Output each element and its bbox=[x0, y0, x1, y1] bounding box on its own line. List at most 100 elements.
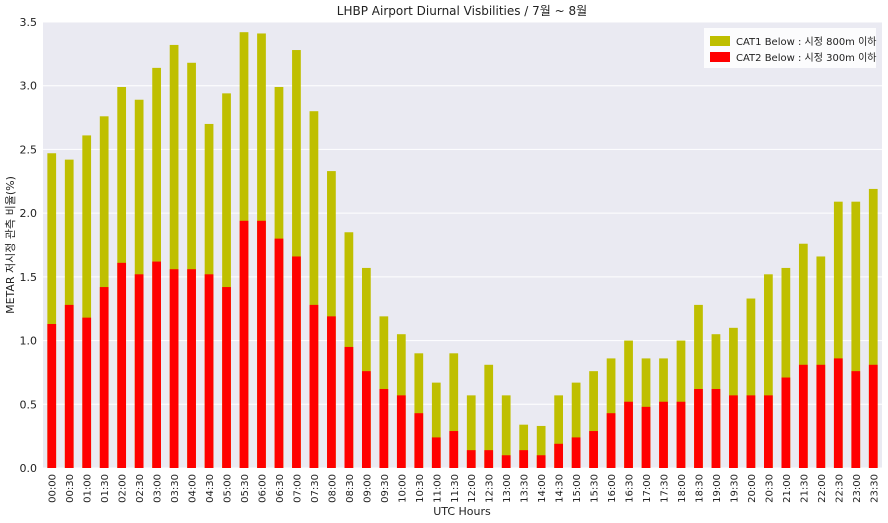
legend-swatch bbox=[710, 36, 730, 46]
bar bbox=[624, 401, 633, 468]
plot-area bbox=[43, 22, 882, 468]
bar bbox=[798, 243, 808, 468]
bar bbox=[204, 274, 214, 468]
bar bbox=[764, 274, 773, 468]
legend-label: CAT1 Below : 시정 800m 이하 bbox=[736, 35, 877, 48]
x-tick-label: 03:30 bbox=[170, 474, 181, 503]
bar bbox=[466, 395, 476, 468]
x-tick-label: 13:00 bbox=[502, 474, 513, 503]
x-tick-label: 18:30 bbox=[694, 474, 705, 503]
y-tick-label: 3.5 bbox=[20, 16, 38, 29]
x-tick-label: 14:00 bbox=[537, 474, 548, 503]
x-tick-label: 00:30 bbox=[65, 474, 76, 503]
bar bbox=[449, 353, 459, 468]
x-tick-label: 17:00 bbox=[642, 474, 653, 503]
bar bbox=[851, 371, 861, 468]
x-tick-label: 00:00 bbox=[48, 474, 59, 503]
bar bbox=[676, 401, 686, 468]
bar bbox=[361, 371, 371, 468]
x-tick-label: 01:00 bbox=[83, 474, 94, 503]
bar bbox=[833, 358, 843, 468]
x-tick-label: 15:30 bbox=[590, 474, 601, 503]
bar bbox=[868, 364, 878, 468]
x-tick-label: 13:30 bbox=[520, 474, 531, 503]
bar bbox=[519, 424, 529, 468]
bar bbox=[239, 220, 249, 468]
bar bbox=[414, 353, 424, 468]
bar bbox=[519, 450, 529, 468]
bar bbox=[134, 274, 144, 468]
x-tick-label: 10:30 bbox=[415, 474, 426, 503]
y-tick-label: 2.0 bbox=[20, 207, 38, 220]
bar bbox=[781, 267, 791, 468]
x-tick-label: 05:30 bbox=[240, 474, 251, 503]
bar bbox=[47, 324, 57, 468]
x-tick-label: 06:30 bbox=[275, 474, 286, 503]
bar bbox=[152, 261, 161, 468]
y-tick-label: 1.0 bbox=[20, 335, 38, 348]
x-tick-label: 20:30 bbox=[764, 474, 775, 503]
bar bbox=[379, 388, 389, 468]
bar bbox=[257, 220, 266, 468]
bar bbox=[816, 364, 826, 468]
bar bbox=[694, 304, 703, 468]
bar bbox=[851, 201, 861, 468]
x-tick-label: 14:30 bbox=[555, 474, 566, 503]
x-tick-label: 15:00 bbox=[572, 474, 583, 503]
bar bbox=[117, 262, 127, 468]
bar bbox=[396, 395, 406, 468]
bar bbox=[187, 269, 196, 468]
x-tick-label: 19:00 bbox=[712, 474, 723, 503]
bar bbox=[554, 395, 564, 468]
y-tick-label: 0.0 bbox=[20, 462, 38, 475]
x-tick-label: 02:30 bbox=[135, 474, 146, 503]
bar bbox=[309, 111, 319, 468]
bar bbox=[222, 287, 231, 468]
bar bbox=[187, 62, 196, 469]
bar bbox=[327, 316, 336, 468]
x-tick-label: 17:30 bbox=[660, 474, 671, 503]
bar bbox=[781, 377, 791, 468]
x-tick-label: 12:30 bbox=[485, 474, 496, 503]
bar bbox=[484, 364, 494, 468]
legend-box bbox=[704, 28, 876, 68]
bar bbox=[449, 431, 459, 468]
bar bbox=[536, 425, 546, 468]
x-tick-label: 04:00 bbox=[188, 474, 199, 503]
x-tick-label: 03:00 bbox=[153, 474, 164, 503]
bar bbox=[274, 238, 284, 468]
bar bbox=[833, 201, 843, 468]
bar bbox=[571, 437, 581, 468]
bar bbox=[816, 256, 826, 468]
x-tick-label: 08:00 bbox=[327, 474, 338, 503]
bar bbox=[868, 188, 878, 468]
x-tick-label: 21:00 bbox=[782, 474, 793, 503]
x-tick-label: 01:30 bbox=[100, 474, 111, 503]
y-axis-label: METAR 저시정 관측 비율(%) bbox=[4, 176, 17, 314]
x-tick-label: 18:00 bbox=[677, 474, 688, 503]
bar bbox=[589, 431, 598, 468]
bar bbox=[746, 395, 756, 468]
bar bbox=[169, 44, 179, 469]
y-tick-label: 1.5 bbox=[20, 271, 38, 284]
bar bbox=[344, 346, 354, 468]
x-tick-label: 09:00 bbox=[362, 474, 373, 503]
bar bbox=[414, 413, 424, 468]
x-tick-label: 10:00 bbox=[397, 474, 408, 503]
bar bbox=[798, 364, 808, 468]
bar bbox=[729, 395, 738, 468]
x-tick-label: 21:30 bbox=[799, 474, 810, 503]
bar bbox=[309, 304, 319, 468]
x-tick-label: 19:30 bbox=[729, 474, 740, 503]
bar bbox=[641, 406, 651, 468]
bar bbox=[501, 395, 511, 468]
x-tick-label: 16:00 bbox=[607, 474, 618, 503]
bar bbox=[536, 455, 546, 468]
x-tick-label: 04:30 bbox=[205, 474, 216, 503]
x-tick-label: 22:30 bbox=[834, 474, 845, 503]
bar bbox=[746, 298, 756, 468]
bar bbox=[431, 382, 441, 468]
bar bbox=[222, 93, 231, 469]
x-axis-label: UTC Hours bbox=[433, 505, 491, 518]
